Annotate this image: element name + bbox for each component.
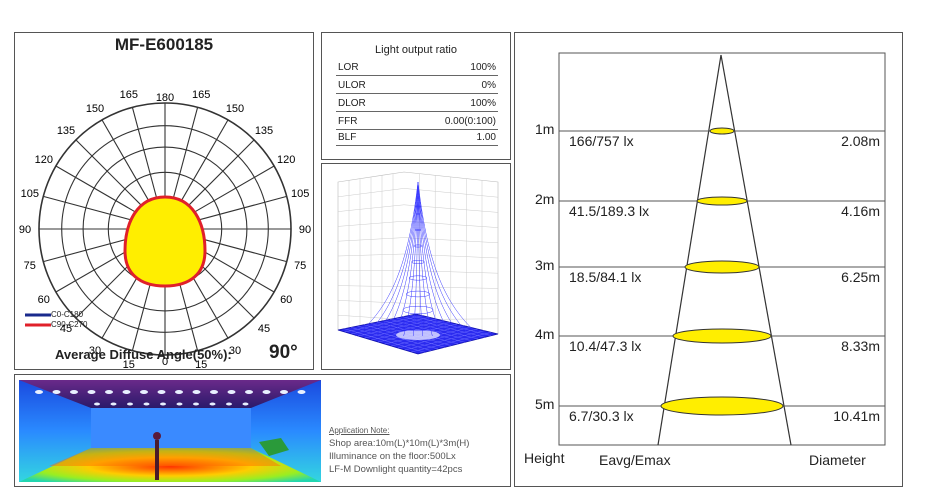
angle-label-top: 180 — [156, 92, 174, 104]
angle-label-right: 75 — [294, 260, 306, 272]
ratio-value: 0% — [481, 80, 496, 91]
cone-height-label: 2m — [535, 191, 555, 207]
ratio-value: 100% — [470, 98, 496, 109]
c90-c270-curve — [123, 195, 207, 288]
ratio-key: BLF — [338, 132, 357, 143]
cone-diameter-value: 6.25m — [841, 269, 880, 285]
application-note-title: Application Note: — [329, 426, 390, 435]
cone-diameter-value: 8.33m — [841, 338, 880, 354]
angle-label-right: 105 — [291, 188, 309, 200]
angle-label-left: 135 — [57, 125, 75, 137]
angle-label-right: 15 — [195, 359, 207, 369]
ratio-key: FFR — [338, 116, 358, 127]
ratio-value: 0.00(0:100) — [444, 116, 496, 127]
angle-label-left: 15 — [123, 359, 135, 369]
light-output-ratio-panel: Light output ratio LOR 100% ULOR 0% DLOR… — [321, 32, 511, 160]
ratio-row: LOR 100% — [336, 61, 498, 76]
polar-panel: MF-E600185 165 165 150 150 135 135 120 120 105 10… — [14, 32, 314, 370]
cone-diameter-value: 4.16m — [841, 203, 880, 219]
legend-label-c90: C90-C270 — [51, 320, 88, 329]
footer-diameter-label: Diameter — [809, 452, 866, 468]
illuminance-cone — [558, 52, 886, 446]
angle-label-left: 45 — [60, 323, 72, 335]
diffuse-angle-value: 90° — [269, 342, 298, 363]
ratio-row: DLOR 100% — [336, 97, 498, 112]
ratio-title: Light output ratio — [375, 44, 457, 56]
cone-eavg-value: 6.7/30.3 lx — [569, 408, 634, 424]
angle-label-left: 165 — [120, 89, 138, 101]
cone-height-label: 3m — [535, 257, 555, 273]
cone-eavg-value: 41.5/189.3 lx — [569, 203, 650, 219]
application-panel: Application Note: Shop area:10m(L)*10m(L… — [14, 374, 511, 487]
ratio-key: ULOR — [338, 80, 366, 91]
angle-label-right: 135 — [255, 125, 273, 137]
cone-illuminance-ellipse — [672, 328, 772, 344]
cone-diameter-value: 10.41m — [833, 408, 880, 424]
angle-label-right: 150 — [226, 103, 244, 115]
cone-illuminance-ellipse — [709, 127, 735, 135]
ratio-row: ULOR 0% — [336, 79, 498, 94]
ratio-value: 1.00 — [476, 132, 496, 143]
ratio-value: 100% — [470, 62, 496, 73]
angle-label-left: 105 — [21, 188, 39, 200]
diffuse-angle-label: Average Diffuse Angle(50%): — [55, 347, 232, 362]
cone-height-label: 1m — [535, 121, 555, 137]
angle-label-left: 75 — [24, 260, 36, 272]
angle-label-left: 30 — [89, 345, 101, 357]
angle-label-left: 120 — [35, 154, 53, 166]
angle-label-right: 45 — [258, 323, 270, 335]
cone-diameter-value: 2.08m — [841, 133, 880, 149]
angle-label-left: 60 — [38, 294, 50, 306]
ratio-row: BLF 1.00 — [336, 131, 498, 146]
footer-eavg-label: Eavg/Emax — [599, 452, 671, 468]
application-note-line: LF-M Downlight quantity=42pcs — [329, 464, 463, 475]
cone-illuminance-ellipse — [684, 260, 760, 274]
model-title: MF-E600185 — [114, 35, 214, 54]
ratio-key: DLOR — [338, 98, 366, 109]
shop-rendering — [19, 380, 321, 482]
cone-illuminance-ellipse — [660, 396, 784, 416]
application-note-line: Illuminance on the floor:500Lx — [329, 451, 456, 462]
legend-label-c0: C0-C180 — [51, 310, 84, 319]
illuminance-cone-panel: 1m 166/757 lx 2.08m 2m 41.5/189.3 lx 4.16m 3m 1… — [514, 32, 903, 487]
cone-illuminance-ellipse — [696, 196, 748, 206]
angle-label-right: 90 — [299, 224, 311, 236]
ratio-row: FFR 0.00(0:100) — [336, 115, 498, 130]
cone-eavg-value: 10.4/47.3 lx — [569, 338, 642, 354]
application-note-line: Shop area:10m(L)*10m(L)*3m(H) — [329, 438, 470, 449]
ratio-key: LOR — [338, 62, 359, 73]
footer-height-label: Height — [524, 450, 565, 466]
3d-distribution-panel — [321, 163, 511, 370]
angle-label-right: 30 — [229, 345, 241, 357]
angle-label-bottom: 0 — [162, 356, 168, 368]
cone-eavg-value: 18.5/84.1 lx — [569, 269, 642, 285]
angle-label-right: 60 — [280, 294, 292, 306]
cone-height-label: 4m — [535, 326, 555, 342]
angle-label-left: 150 — [86, 103, 104, 115]
cone-eavg-value: 166/757 lx — [569, 133, 634, 149]
angle-label-right: 120 — [277, 154, 295, 166]
cone-height-label: 5m — [535, 396, 555, 412]
angle-label-right: 165 — [192, 89, 210, 101]
angle-label-left: 90 — [19, 224, 31, 236]
3d-distribution-plot — [337, 171, 499, 355]
